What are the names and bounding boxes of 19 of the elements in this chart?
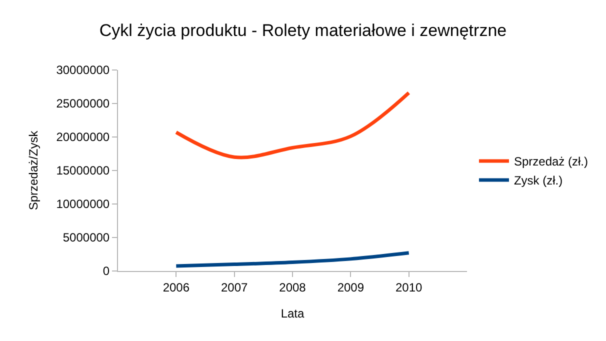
y-tick-label: 20000000	[56, 130, 110, 144]
legend-label: Sprzedaż (zł.)	[514, 154, 588, 169]
chart-title: Cykl życia produktu - Rolety materiałowe i zewnętrzne	[99, 20, 507, 40]
y-tick-label: 15000000	[56, 164, 110, 178]
x-tick-label: 2009	[337, 280, 364, 294]
legend-label: Zysk (zł.)	[514, 174, 563, 188]
y-tick-label: 30000000	[56, 63, 110, 78]
x-tick-label: 2007	[220, 280, 248, 294]
x-axis-title: Lata	[280, 306, 304, 320]
y-tick-label: 10000000	[56, 197, 110, 212]
y-tick-label: 5000000	[62, 230, 110, 245]
x-tick-label: 2010	[395, 280, 422, 294]
x-tick-label: 2008	[279, 280, 306, 294]
y-tick-label: 0	[102, 264, 110, 278]
y-tick-label: 25000000	[56, 96, 110, 111]
y-axis-title: Sprzedaż/Zysk	[26, 130, 41, 210]
line-series	[174, 251, 411, 268]
x-tick-label: 2006	[162, 280, 190, 294]
line-series	[174, 91, 411, 160]
